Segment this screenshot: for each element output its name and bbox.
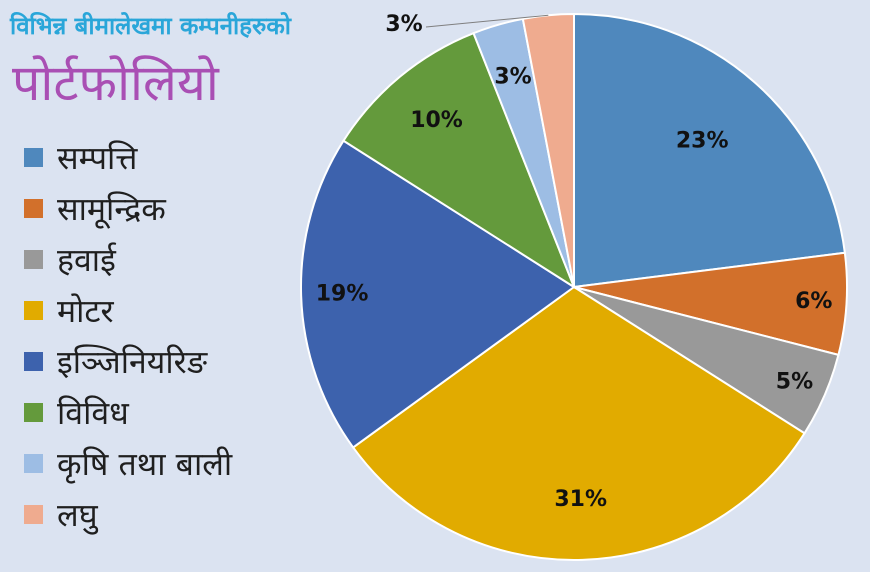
legend-label: मोटर: [57, 292, 114, 330]
legend-swatch: [24, 505, 43, 524]
legend-label: इञ्जिनियरिङ: [57, 343, 208, 381]
legend-label: विविध: [57, 394, 129, 432]
legend-label: कृषि तथा बाली: [57, 445, 233, 483]
data-label-सामून्द्रिक: 6%: [795, 289, 832, 314]
data-label-मोटर: 31%: [554, 487, 607, 512]
legend-item: सम्पत्ति: [24, 132, 284, 183]
data-label-हवाई: 5%: [776, 369, 813, 394]
legend-label: लघु: [57, 496, 98, 534]
legend-item: लघु: [24, 489, 284, 540]
legend: सम्पत्ति सामून्द्रिक हवाई मोटर इञ्जिनियर…: [24, 132, 284, 540]
legend-item: कृषि तथा बाली: [24, 438, 284, 489]
data-label-विविध: 10%: [410, 108, 463, 133]
legend-swatch: [24, 454, 43, 473]
pie-slice-लघु: [521, 12, 575, 288]
legend-swatch: [24, 199, 43, 218]
data-label-सम्पत्ति: 23%: [676, 129, 729, 154]
legend-label: हवाई: [57, 241, 116, 279]
data-label-इञ्जिनियरिङ: 19%: [316, 281, 369, 306]
data-label-कृषि-तथा-बाली: 3%: [494, 64, 531, 89]
legend-item: मोटर: [24, 285, 284, 336]
legend-label: सामून्द्रिक: [57, 190, 166, 228]
data-label-लघु: 3%: [385, 12, 422, 37]
pie-slice-मोटर: [351, 285, 806, 561]
legend-swatch: [24, 148, 43, 167]
legend-label: सम्पत्ति: [57, 139, 138, 177]
legend-swatch: [24, 301, 43, 320]
legend-swatch: [24, 250, 43, 269]
legend-item: सामून्द्रिक: [24, 183, 284, 234]
legend-item: विविध: [24, 387, 284, 438]
legend-swatch: [24, 403, 43, 422]
pie-slice-विविध: [342, 31, 577, 290]
legend-swatch: [24, 352, 43, 371]
pie-slice-सम्पत्ति: [573, 12, 846, 289]
chart-title: विभिन्न बीमालेखमा कम्पनीहरुको: [10, 12, 291, 40]
legend-item: इञ्जिनियरिङ: [24, 336, 284, 387]
leader-line: [425, 14, 549, 28]
legend-item: हवाई: [24, 234, 284, 285]
chart-subtitle: पोर्टफोलियो: [12, 54, 219, 112]
pie-slice-इञ्जिनियरिङ: [300, 139, 576, 449]
